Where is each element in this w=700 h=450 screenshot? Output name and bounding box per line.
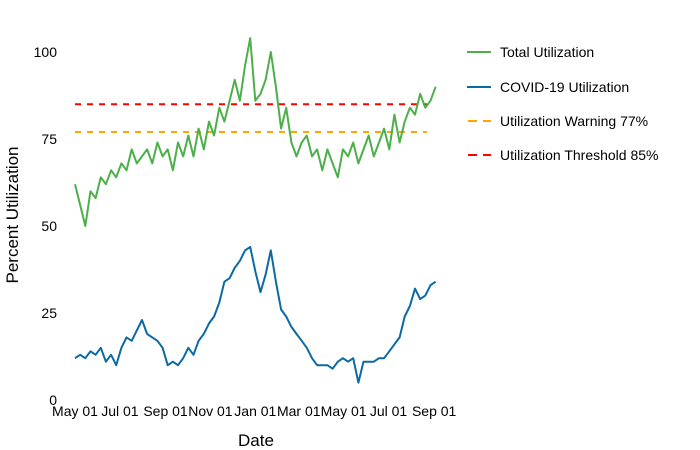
y-tick-label: 100: [34, 44, 58, 60]
x-tick-label: Nov 01: [188, 403, 233, 419]
legend-item-covid: COVID-19 Utilization: [467, 79, 629, 95]
x-tick-label: Sep 01: [412, 403, 457, 419]
legend-label: Utilization Threshold 85%: [500, 147, 659, 163]
x-tick-label: Jul 01: [370, 403, 408, 419]
y-tick-label: 25: [41, 305, 57, 321]
y-axis-label: Percent Utilization: [3, 146, 22, 283]
legend-label: COVID-19 Utilization: [500, 79, 629, 95]
x-tick-label: May 01: [321, 403, 367, 419]
y-tick-label: 0: [49, 392, 57, 408]
legend-item-total: Total Utilization: [467, 44, 594, 60]
x-axis-label: Date: [238, 431, 274, 450]
legend-item-threshold: Utilization Threshold 85%: [468, 147, 659, 163]
x-tick-label: Jan 01: [234, 403, 276, 419]
legend-label: Total Utilization: [500, 44, 594, 60]
y-axis: 0 25 50 75 100: [34, 44, 58, 408]
x-tick-label: Mar 01: [277, 403, 321, 419]
legend-label: Utilization Warning 77%: [500, 113, 648, 129]
legend-item-warning: Utilization Warning 77%: [468, 113, 648, 129]
y-tick-label: 50: [41, 218, 57, 234]
x-tick-label: Jul 01: [101, 403, 139, 419]
plot-area: [74, 37, 437, 384]
x-tick-label: May 01: [52, 403, 98, 419]
series-covid-utilization: [74, 245, 437, 384]
x-axis: May 01 Jul 01 Sep 01 Nov 01 Jan 01 Mar 01 May …: [52, 403, 457, 419]
legend: Total Utilization COVID-19 Utilization Uti…: [467, 44, 659, 163]
x-tick-label: Sep 01: [143, 403, 188, 419]
series-total-utilization: [74, 37, 437, 227]
y-tick-label: 75: [41, 131, 57, 147]
